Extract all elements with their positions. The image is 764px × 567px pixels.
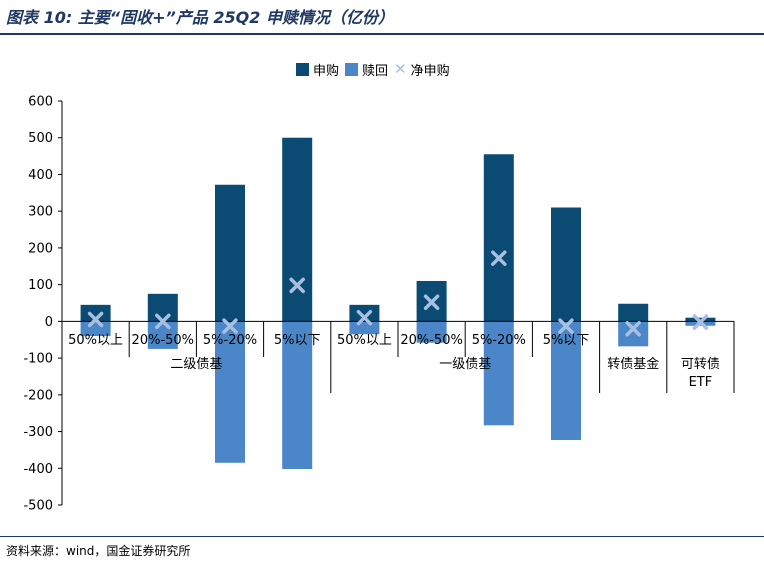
- bar-redemption: [215, 321, 245, 463]
- net-purchase-marker: [222, 318, 238, 334]
- bar-purchase: [483, 154, 514, 322]
- y-tick-label: 0: [45, 315, 53, 330]
- bar-redemption: [551, 321, 581, 440]
- legend-label-redemption: 赎回: [362, 64, 389, 79]
- y-tick-label: 600: [28, 95, 53, 110]
- legend-item-redemption: 赎回: [345, 60, 388, 79]
- chart-title: 图表 10: 主要“固收+”产品 25Q2 申赎情况（亿份）: [6, 8, 394, 27]
- x-group-label: 二级债基: [170, 357, 222, 372]
- legend-label-net: 净申购: [410, 64, 450, 79]
- net-purchase-marker: [356, 309, 373, 326]
- bar-redemption: [416, 321, 447, 343]
- legend: 申购 赎回 ✕ 净申购: [296, 60, 456, 79]
- y-tick-label: -100: [23, 352, 53, 367]
- y-tick-label: -300: [23, 425, 53, 440]
- x-tick-label: ETF: [689, 375, 713, 390]
- bar-redemption: [483, 321, 514, 426]
- bar-purchase: [685, 317, 716, 322]
- bar-purchase: [349, 304, 380, 322]
- bar-purchase: [80, 304, 111, 322]
- bar-purchase: [282, 137, 313, 322]
- y-tick-label: 500: [28, 131, 53, 146]
- y-tick-label: -500: [23, 499, 53, 514]
- y-tick-label: -200: [23, 388, 53, 403]
- bar-purchase: [147, 293, 178, 322]
- x-tick-label: 5%以下: [274, 333, 321, 348]
- legend-x-marker-icon: ✕: [394, 60, 407, 78]
- x-tick-label: 20%-50%: [400, 333, 462, 348]
- bar-redemption: [618, 321, 649, 347]
- net-purchase-marker: [87, 311, 104, 328]
- y-tick-label: 200: [28, 241, 53, 256]
- y-tick-label: 300: [28, 205, 53, 220]
- bar-purchase: [618, 303, 649, 322]
- net-purchase-marker: [692, 314, 709, 330]
- source-note: 资料来源：wind，国金证券研究所: [6, 544, 191, 558]
- legend-item-purchase: 申购: [296, 60, 339, 79]
- net-purchase-marker: [155, 313, 171, 330]
- legend-item-net: ✕ 净申购: [394, 60, 450, 80]
- bar-purchase: [551, 207, 581, 322]
- net-purchase-marker: [289, 277, 305, 294]
- x-tick-label: 转债基金: [607, 356, 659, 372]
- net-purchase-marker: [423, 294, 440, 311]
- y-tick-label: -400: [23, 462, 53, 477]
- net-purchase-marker: [558, 318, 574, 334]
- x-tick-label: 5%-20%: [472, 333, 526, 348]
- y-tick-label: 100: [28, 278, 53, 293]
- bar-redemption: [147, 321, 178, 349]
- x-tick-label: 5%以下: [543, 333, 590, 348]
- bar-purchase: [215, 184, 245, 322]
- x-tick-label: 5%-20%: [203, 333, 257, 348]
- title-divider: [0, 33, 764, 35]
- legend-label-purchase: 申购: [313, 64, 340, 79]
- legend-swatch-purchase: [296, 63, 309, 76]
- bar-redemption: [282, 321, 313, 470]
- net-purchase-marker: [491, 250, 507, 266]
- x-tick-label: 50%以上: [337, 333, 392, 348]
- legend-swatch-redemption: [345, 63, 359, 76]
- x-group-label: 一级债基: [439, 357, 491, 372]
- y-tick-label: 400: [28, 168, 53, 183]
- x-tick-label: 20%-50%: [132, 333, 194, 348]
- net-purchase-marker: [625, 320, 641, 337]
- x-tick-label: 可转债: [681, 357, 720, 372]
- x-tick-label: 50%以上: [68, 333, 123, 348]
- footer-divider: [0, 536, 764, 537]
